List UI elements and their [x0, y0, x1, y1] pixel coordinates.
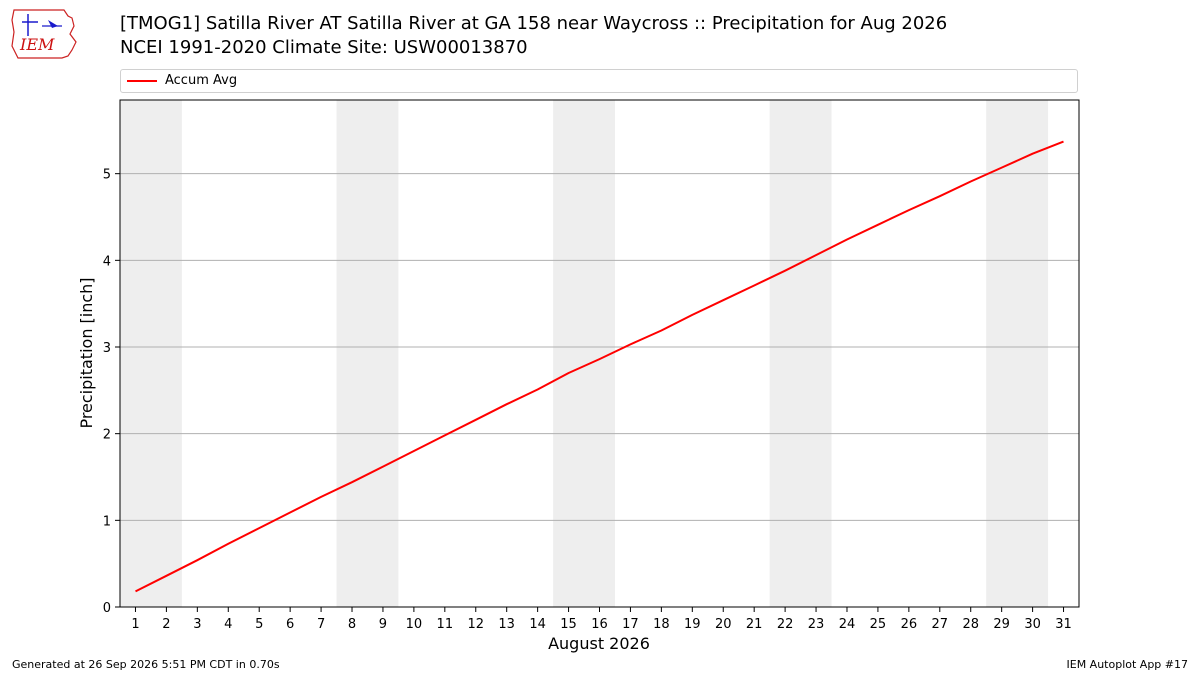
y-tick-label: 3	[103, 341, 111, 356]
x-tick-label: 20	[715, 617, 732, 632]
chart-title: [TMOG1] Satilla River AT Satilla River a…	[120, 13, 948, 34]
x-tick-label: 21	[746, 617, 763, 632]
y-tick-label: 0	[103, 601, 111, 616]
x-tick-label: 8	[348, 617, 356, 632]
x-tick-label: 24	[839, 617, 856, 632]
x-tick-label: 22	[777, 617, 794, 632]
x-tick-label: 23	[808, 617, 825, 632]
x-tick-label: 5	[255, 617, 263, 632]
chart-subtitle: NCEI 1991-2020 Climate Site: USW00013870	[120, 37, 528, 58]
x-tick-label: 13	[498, 617, 515, 632]
x-tick-label: 2	[162, 617, 170, 632]
x-tick-label: 3	[193, 617, 201, 632]
x-tick-label: 30	[1024, 617, 1041, 632]
x-tick-label: 9	[379, 617, 387, 632]
weekend-band	[769, 100, 832, 607]
x-tick-label: 31	[1055, 617, 1072, 632]
weekend-band	[553, 100, 615, 607]
x-tick-label: 27	[932, 617, 949, 632]
x-tick-label: 10	[406, 617, 423, 632]
x-tick-label: 26	[901, 617, 918, 632]
y-tick-label: 4	[103, 254, 111, 269]
x-tick-label: 7	[317, 617, 325, 632]
y-tick-label: 1	[103, 514, 111, 529]
x-tick-label: 18	[653, 617, 670, 632]
y-axis-label: Precipitation [inch]	[77, 277, 96, 428]
x-tick-label: 29	[993, 617, 1010, 632]
x-tick-label: 11	[437, 617, 454, 632]
plot-frame	[119, 99, 1080, 608]
x-tick-label: 16	[591, 617, 608, 632]
weekend-band	[986, 100, 1049, 607]
weekend-band	[336, 100, 399, 607]
y-tick-label: 2	[103, 428, 111, 443]
x-tick-label: 19	[684, 617, 701, 632]
x-tick-label: 14	[529, 617, 546, 632]
legend-swatch-accum-avg	[127, 80, 157, 82]
x-tick-label: 25	[870, 617, 887, 632]
x-tick-label: 12	[467, 617, 484, 632]
legend-label-accum-avg: Accum Avg	[165, 73, 238, 88]
x-axis-label: August 2026	[548, 634, 650, 653]
x-tick-label: 17	[622, 617, 639, 632]
autoplot-app-id: IEM Autoplot App #17	[1066, 658, 1189, 671]
legend: Accum Avg	[120, 69, 1078, 93]
iem-logo: IEM	[11, 9, 77, 59]
x-tick-label: 28	[962, 617, 979, 632]
x-tick-label: 15	[560, 617, 577, 632]
y-tick-label: 5	[103, 168, 111, 183]
logo-text: IEM	[19, 35, 55, 54]
generated-timestamp: Generated at 26 Sep 2026 5:51 PM CDT in …	[12, 658, 280, 671]
x-tick-label: 1	[131, 617, 139, 632]
x-tick-label: 4	[224, 617, 232, 632]
x-tick-label: 6	[286, 617, 294, 632]
series-line-accum-avg	[135, 140, 1064, 593]
weekend-band	[120, 100, 182, 607]
